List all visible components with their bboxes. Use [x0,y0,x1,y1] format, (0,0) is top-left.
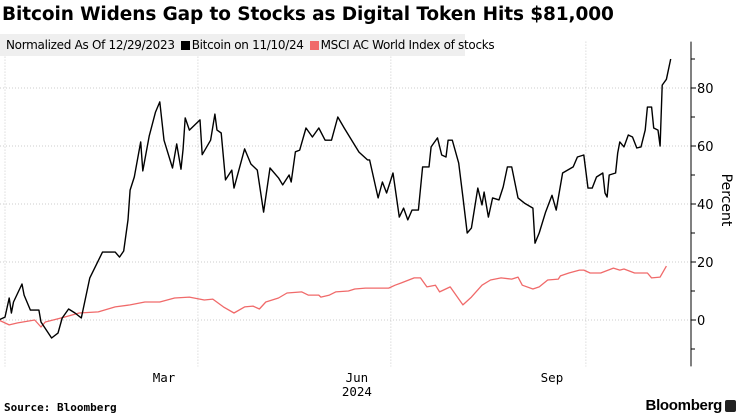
legend-swatch-msci [309,40,319,50]
legend-note-text: Normalized As Of 12/29/2023 [6,38,175,52]
x-tick-label: Sep [541,370,564,385]
y-tick-label: 80 [697,82,714,97]
chart-title: Bitcoin Widens Gap to Stocks as Digital … [2,4,614,25]
bloomberg-chart-icon [725,400,736,412]
x-year-label: 2024 [342,384,372,399]
bitcoin-series-line [0,58,672,339]
legend-item-bitcoin: Bitcoin on 11/10/24 [180,38,304,52]
legend-swatch-bitcoin [180,40,190,50]
legend-item-msci: MSCI AC World Index of stocks [309,38,495,52]
y-axis-label: Percent [718,174,734,227]
source-note: Source: Bloomberg [4,401,117,414]
x-tick-label: Jun [346,370,369,385]
y-tick-label: 20 [697,256,714,271]
x-tick-label: Mar [153,370,176,385]
y-tick-label: 60 [697,140,714,155]
legend-label-msci: MSCI AC World Index of stocks [320,38,495,52]
y-tick-label: 40 [697,198,714,213]
bloomberg-logo: Bloomberg [645,397,723,414]
y-tick-label: 0 [697,314,705,329]
msci-series-line [0,265,667,328]
legend-note: Normalized As Of 12/29/2023 [6,38,175,52]
legend: Normalized As Of 12/29/2023 Bitcoin on 1… [0,34,495,56]
legend-label-bitcoin: Bitcoin on 11/10/24 [191,38,304,52]
